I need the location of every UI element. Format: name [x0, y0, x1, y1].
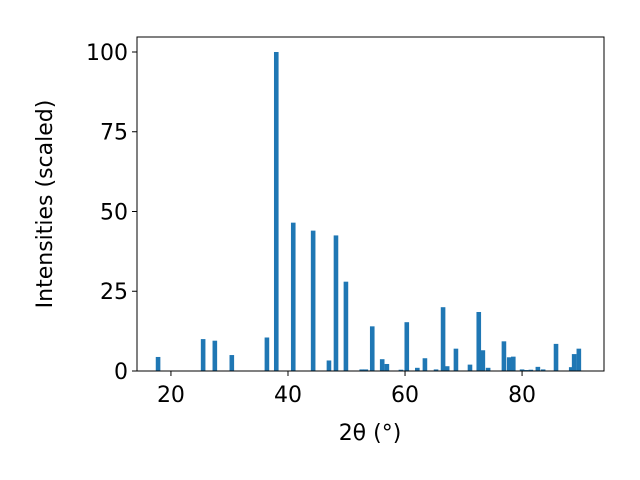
- bar: [363, 369, 369, 371]
- bar: [422, 358, 428, 371]
- bar: [359, 369, 365, 371]
- bar: [415, 367, 420, 371]
- bar: [453, 348, 459, 371]
- y-tick-label: 100: [86, 41, 128, 66]
- x-tick-label: 40: [274, 383, 302, 408]
- y-tick-label: 25: [100, 280, 128, 305]
- x-tick-label: 20: [157, 383, 185, 408]
- bar: [506, 357, 512, 371]
- bar: [485, 367, 491, 371]
- bar: [480, 350, 486, 371]
- bar: [398, 369, 404, 371]
- bar: [535, 366, 541, 371]
- bar: [333, 235, 339, 371]
- x-tick-label: 60: [391, 383, 419, 408]
- bar: [290, 222, 296, 371]
- bar: [510, 356, 516, 371]
- bar: [501, 341, 507, 371]
- x-tick-label: 80: [508, 383, 536, 408]
- bar: [343, 281, 349, 371]
- bar: [476, 311, 482, 371]
- bar: [229, 355, 235, 371]
- bar: [369, 326, 375, 371]
- bar: [212, 340, 218, 371]
- plot-frame: [136, 36, 605, 372]
- bar: [528, 369, 534, 371]
- bar: [571, 354, 577, 371]
- bar: [200, 339, 206, 371]
- y-tick-label: 0: [114, 360, 128, 385]
- bar: [467, 364, 473, 371]
- bar: [519, 369, 525, 371]
- bar: [404, 322, 410, 371]
- y-tick-label: 75: [100, 121, 128, 146]
- bar: [326, 360, 332, 371]
- bar: [433, 369, 439, 371]
- y-tick-label: 50: [100, 200, 128, 225]
- bar: [568, 367, 574, 371]
- x-axis-label: 2θ (°): [339, 421, 402, 446]
- bar: [273, 51, 279, 371]
- bar: [384, 363, 390, 371]
- bar: [379, 359, 385, 371]
- bar: [444, 366, 450, 371]
- bar: [576, 348, 582, 371]
- bar: [264, 337, 270, 371]
- bar: [155, 356, 161, 371]
- bar: [540, 369, 546, 371]
- bar: [440, 307, 446, 371]
- bar: [310, 230, 316, 371]
- y-axis-label: Intensities (scaled): [33, 100, 58, 309]
- bar: [553, 343, 559, 371]
